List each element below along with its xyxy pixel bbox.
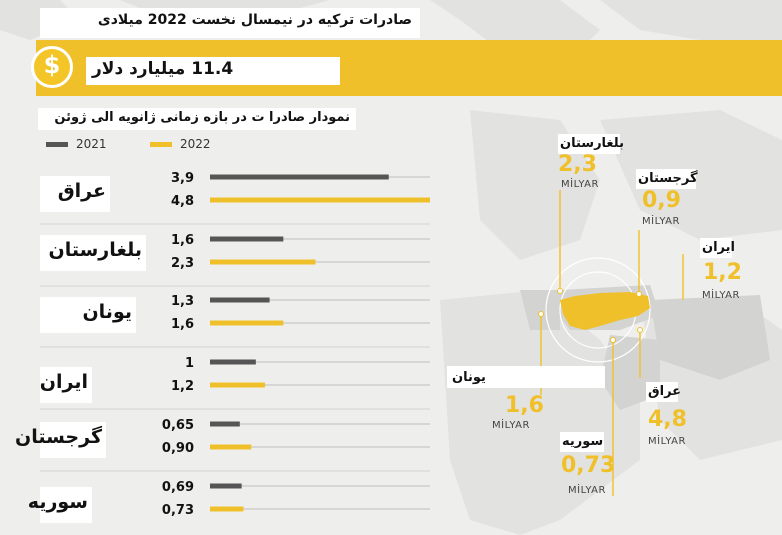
chart-subtitle: نمودار صادرا ت در بازه زمانی ژانویه الی … <box>54 110 350 125</box>
bar-2022 <box>210 259 316 265</box>
title-box: صادرات ترکیه در نیمسال نخست 2022 میلادی <box>40 8 420 38</box>
bar-2021 <box>210 359 256 365</box>
headline-value-box: 11.4 میلیارد دلار <box>86 57 340 85</box>
category-label: یونان <box>82 301 132 323</box>
bar-value-label: 1,2 <box>171 379 194 394</box>
bar-value-label: 1,6 <box>171 233 194 248</box>
turkey-shape <box>560 292 650 330</box>
subtitle-box: نمودار صادرا ت در بازه زمانی ژانویه الی … <box>38 108 356 130</box>
page-title: صادرات ترکیه در نیمسال نخست 2022 میلادی <box>97 12 412 28</box>
bar-2022 <box>210 197 430 203</box>
category-box: یونان <box>40 297 136 333</box>
bar-2022 <box>210 320 284 326</box>
map-unit: MİLYAR <box>642 216 680 227</box>
bar-2022 <box>210 506 244 512</box>
category-label: عراق <box>57 180 106 202</box>
map-value: 1,2 <box>703 260 742 285</box>
bar-value-label: 0,69 <box>162 480 194 495</box>
bar-value-label: 0,65 <box>162 418 194 433</box>
category-label: ایران <box>39 371 88 393</box>
map-value: 1,6 <box>505 393 544 418</box>
bar-2022 <box>210 444 252 450</box>
bar-value-label: 1 <box>185 356 194 371</box>
bar-value-label: 2,3 <box>171 256 194 271</box>
bar-value-label: 4,8 <box>171 194 194 209</box>
bar-value-label: 3,9 <box>171 171 194 186</box>
map-value: 0,73 <box>561 453 616 478</box>
legend-swatch-2021 <box>46 142 68 147</box>
category-label: بلغارستان <box>48 239 142 261</box>
map-unit: MİLYAR <box>568 485 606 496</box>
legend-swatch-2022 <box>150 142 172 147</box>
map-value: 0,9 <box>642 188 681 213</box>
map-value: 2,3 <box>558 152 597 177</box>
bar-value-label: 1,3 <box>171 294 194 309</box>
bar-2021 <box>210 236 284 242</box>
map-unit: MİLYAR <box>492 420 530 431</box>
bar-2021 <box>210 421 240 427</box>
map-unit: MİLYAR <box>702 290 740 301</box>
headline-value: 11.4 میلیارد دلار <box>92 59 234 79</box>
category-box: ایران <box>40 367 92 403</box>
map-unit: MİLYAR <box>561 179 599 190</box>
bar-2022 <box>210 382 265 388</box>
dollar-coin-icon: $ <box>31 46 73 88</box>
map-value: 4,8 <box>648 407 687 432</box>
bar-value-label: 1,6 <box>171 317 194 332</box>
bar-2021 <box>210 297 270 303</box>
legend-label-2022: 2022 <box>180 137 211 151</box>
bar-value-label: 0,90 <box>162 441 194 456</box>
category-box: گرجستان <box>15 422 106 458</box>
bar-value-label: 0,73 <box>162 503 194 518</box>
category-box: بلغارستان <box>40 235 146 271</box>
map-unit: MİLYAR <box>648 436 686 447</box>
category-label: گرجستان <box>14 426 102 448</box>
bar-2021 <box>210 174 389 180</box>
category-label: سوریه <box>27 491 88 513</box>
category-box: سوریه <box>28 487 92 523</box>
legend-label-2021: 2021 <box>76 137 107 151</box>
bar-2021 <box>210 483 242 489</box>
category-box: عراق <box>40 176 110 212</box>
